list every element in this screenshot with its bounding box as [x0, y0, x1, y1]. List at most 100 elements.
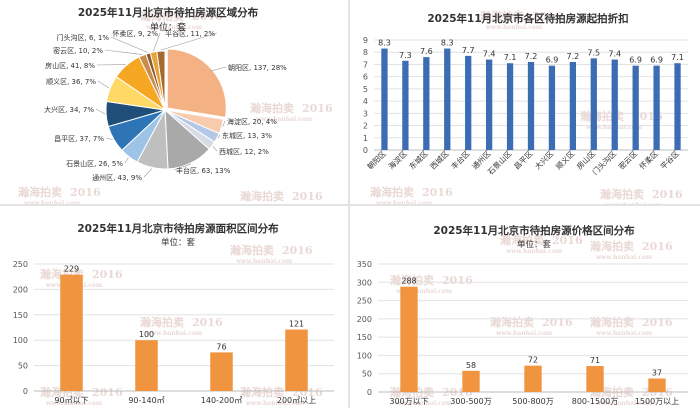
- bar: [400, 286, 418, 392]
- data-label: 121: [289, 320, 304, 329]
- bar: [632, 65, 639, 150]
- bar: [611, 59, 618, 150]
- data-label: 288: [401, 277, 416, 286]
- y-tick-label: 100: [357, 351, 372, 360]
- data-label: 7.4: [483, 50, 496, 59]
- pie-slice-label: 顺义区, 36, 7%: [46, 78, 96, 86]
- pie-slice-label: 通州区, 43, 9%: [92, 173, 142, 182]
- x-tick-label: 300-500万: [450, 397, 491, 406]
- y-tick-label: 150: [357, 333, 372, 342]
- watermark-year: 2016: [552, 234, 583, 247]
- watermark-year: 2016: [292, 190, 323, 203]
- data-label: 7.3: [399, 51, 412, 60]
- watermark-year: 2016: [442, 274, 473, 287]
- bar: [590, 58, 597, 151]
- watermark-text: 瀚海拍卖: [480, 9, 524, 23]
- y-tick-label: 5: [363, 85, 368, 94]
- watermark-url: www.hanhai.com: [485, 24, 543, 31]
- data-label: 7.2: [566, 52, 579, 61]
- pie-slice-label: 大兴区, 34, 7%: [44, 105, 94, 114]
- watermark-url: www.hanhai.com: [605, 202, 663, 204]
- watermark-url: www.hanhai.com: [595, 330, 653, 337]
- watermark-text: 瀚海拍卖: [140, 315, 184, 329]
- watermark-text: 瀚海拍卖: [250, 101, 294, 115]
- bar: [653, 65, 660, 150]
- watermark-url: www.hanhai.com: [145, 330, 203, 337]
- pie-leader-line: [153, 32, 161, 52]
- y-tick-label: 0: [363, 146, 368, 155]
- y-tick-label: 4: [363, 97, 368, 106]
- data-label: 100: [139, 330, 154, 339]
- discount-bar-chart: 瀚海拍卖2016www.hanhai.com瀚海拍卖2016www.hanhai…: [363, 9, 688, 204]
- x-tick-label: 大兴区: [532, 148, 555, 171]
- watermark-year: 2016: [652, 188, 683, 201]
- y-tick-label: 0: [23, 387, 28, 396]
- data-label: 37: [652, 368, 662, 377]
- watermark-url: www.hanhai.com: [395, 288, 453, 295]
- pie-leader-line: [143, 168, 153, 178]
- bar: [423, 57, 430, 150]
- x-tick-label: 昌平区: [512, 149, 535, 172]
- y-tick-label: 350: [357, 260, 372, 269]
- data-label: 58: [466, 361, 476, 370]
- pie-slice-label: 丰台区, 63, 13%: [176, 166, 231, 175]
- watermark-url: www.hanhai.com: [145, 24, 203, 31]
- watermark-year: 2016: [92, 386, 123, 399]
- y-tick-label: 100: [13, 336, 28, 345]
- bar: [135, 340, 158, 391]
- watermark-year: 2016: [70, 186, 101, 199]
- watermark-text: 瀚海拍卖: [390, 273, 434, 287]
- watermark-text: 瀚海拍卖: [370, 185, 414, 199]
- data-label: 6.9: [650, 56, 663, 65]
- y-tick-label: 250: [357, 297, 372, 306]
- pie-slice-label: 平谷区, 11, 2%: [165, 29, 215, 38]
- pie-leader-line: [124, 157, 129, 164]
- watermark-year: 2016: [192, 10, 223, 23]
- pie-slice-label: 房山区, 41, 8%: [45, 61, 95, 70]
- y-tick-label: 8: [363, 48, 368, 57]
- data-label: 7.1: [671, 53, 684, 62]
- bar: [569, 62, 577, 150]
- divider-horizontal: [0, 204, 700, 206]
- watermark-year: 2016: [192, 316, 223, 329]
- chart-subtitle: 单位：套: [150, 21, 186, 33]
- data-label: 6.9: [629, 56, 642, 65]
- bar: [485, 59, 493, 150]
- x-tick-label: 800-1500万: [572, 397, 619, 406]
- pie-slice: [166, 48, 227, 118]
- watermark-year: 2016: [282, 244, 313, 257]
- bar: [527, 62, 535, 150]
- watermark-url: www.hanhai.com: [595, 400, 653, 407]
- chart-subtitle: 单位：套: [161, 237, 196, 248]
- pie-slice-label: 门头沟区, 6, 1%: [57, 33, 110, 42]
- x-tick-label: 密云区: [616, 148, 639, 171]
- watermark-year: 2016: [92, 268, 123, 281]
- price-bar-chart-panel: 瀚海拍卖 2016 www.hanhai.com 瀚海拍卖 2016 www.hanhai…: [350, 206, 700, 408]
- watermark-url: www.hanhai.com: [245, 400, 303, 407]
- area-bar-chart: 瀚海拍卖2016www.hanhai.com瀚海拍卖2016www.hanhai…: [13, 222, 334, 407]
- y-tick-label: 200: [13, 285, 28, 294]
- pie-slice-label: 怀柔区, 9, 2%: [113, 29, 159, 38]
- x-tick-label: 朝阳区: [366, 149, 389, 172]
- data-label: 8.3: [378, 39, 391, 48]
- bar: [462, 370, 480, 392]
- bar: [548, 65, 556, 150]
- data-label: 72: [528, 356, 538, 365]
- y-tick-label: 150: [13, 311, 28, 320]
- pie-leader-line: [222, 120, 226, 127]
- data-label: 71: [590, 356, 600, 365]
- data-label: 7.7: [462, 46, 475, 55]
- pie-leader-line: [105, 137, 113, 140]
- x-tick-label: 怀柔区: [637, 148, 660, 171]
- watermark-text: 瀚海拍卖: [590, 315, 634, 329]
- pie-slice-label: 西城区, 12, 2%: [219, 148, 269, 156]
- watermark-year: 2016: [422, 186, 453, 199]
- pie-slice-label: 昌平区, 37, 7%: [54, 135, 104, 143]
- watermark-url: www.hanhai.com: [235, 258, 293, 265]
- pie-leader-line: [210, 66, 227, 72]
- bar: [285, 329, 308, 391]
- y-tick-label: 300: [357, 278, 372, 287]
- x-tick-label: 90㎡以下: [54, 396, 88, 405]
